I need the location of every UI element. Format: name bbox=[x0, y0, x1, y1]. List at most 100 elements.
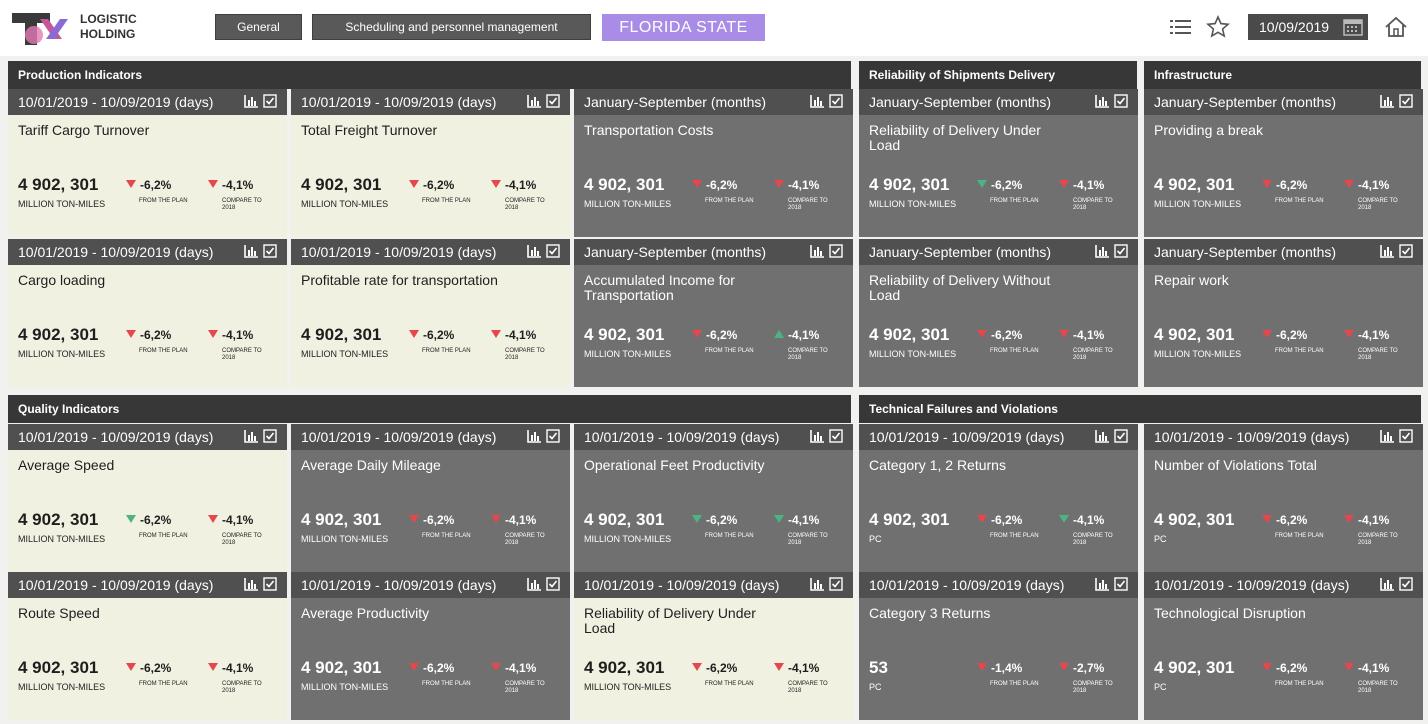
checkbox-icon[interactable] bbox=[1114, 94, 1128, 108]
from-plan-label: FROM THE PLAN bbox=[422, 348, 471, 354]
checkbox-icon[interactable] bbox=[546, 429, 560, 443]
trend-down-icon bbox=[126, 330, 136, 338]
kpi-card[interactable]: January-September (months) Reliability of… bbox=[859, 239, 1138, 387]
kpi-unit: MILLION TON-MILES bbox=[18, 199, 106, 209]
kpi-card[interactable]: January-September (months) Providing a br… bbox=[1144, 89, 1423, 237]
card-period: January-September (months) bbox=[869, 94, 1052, 110]
checkbox-icon[interactable] bbox=[1114, 244, 1128, 258]
home-icon[interactable] bbox=[1383, 14, 1409, 40]
checkbox-icon[interactable] bbox=[1399, 244, 1413, 258]
kpi-card[interactable]: 10/01/2019 - 10/09/2019 (days) Reliabilit… bbox=[574, 572, 853, 720]
trend-down-icon bbox=[692, 330, 702, 338]
checkbox-icon[interactable] bbox=[829, 429, 843, 443]
trend-down-icon bbox=[1059, 180, 1069, 188]
chart-icon[interactable] bbox=[1380, 577, 1395, 591]
plan-change: -6,2% bbox=[977, 513, 1022, 527]
card-period-header: January-September (months) bbox=[859, 239, 1138, 265]
checkbox-icon[interactable] bbox=[263, 429, 277, 443]
kpi-card[interactable]: January-September (months) Accumulated In… bbox=[574, 239, 853, 387]
plan-change: -6,2% bbox=[126, 513, 171, 527]
kpi-card[interactable]: 10/01/2019 - 10/09/2019 (days) Cargo load… bbox=[8, 239, 287, 387]
kpi-card[interactable]: 10/01/2019 - 10/09/2019 (days) Technologi… bbox=[1144, 572, 1423, 720]
chart-icon[interactable] bbox=[810, 244, 825, 258]
date-picker[interactable]: 10/09/2019 bbox=[1248, 14, 1368, 40]
tab-scheduling[interactable]: Scheduling and personnel management bbox=[312, 14, 591, 40]
trend-down-icon bbox=[126, 663, 136, 671]
chart-icon[interactable] bbox=[527, 429, 542, 443]
kpi-card[interactable]: 10/01/2019 - 10/09/2019 (days) Profitable… bbox=[291, 239, 570, 387]
checkbox-icon[interactable] bbox=[829, 94, 843, 108]
kpi-card[interactable]: 10/01/2019 - 10/09/2019 (days) Average Pr… bbox=[291, 572, 570, 720]
tab-general[interactable]: General bbox=[215, 14, 302, 40]
company-logo[interactable] bbox=[10, 9, 72, 47]
chart-icon[interactable] bbox=[244, 244, 259, 258]
card-period: 10/01/2019 - 10/09/2019 (days) bbox=[18, 429, 214, 445]
chart-icon[interactable] bbox=[1095, 94, 1110, 108]
kpi-card[interactable]: 10/01/2019 - 10/09/2019 (days) Route Spee… bbox=[8, 572, 287, 720]
kpi-card[interactable]: 10/01/2019 - 10/09/2019 (days) Average Da… bbox=[291, 424, 570, 572]
chart-icon[interactable] bbox=[810, 429, 825, 443]
star-icon[interactable] bbox=[1205, 14, 1231, 40]
checkbox-icon[interactable] bbox=[546, 577, 560, 591]
card-period-header: 10/01/2019 - 10/09/2019 (days) bbox=[574, 572, 853, 598]
trend-down-icon bbox=[1059, 515, 1069, 523]
kpi-card[interactable]: 10/01/2019 - 10/09/2019 (days) Average Sp… bbox=[8, 424, 287, 572]
checkbox-icon[interactable] bbox=[546, 244, 560, 258]
checkbox-icon[interactable] bbox=[546, 94, 560, 108]
from-plan-label: FROM THE PLAN bbox=[705, 533, 754, 539]
chart-icon[interactable] bbox=[1095, 577, 1110, 591]
kpi-card[interactable]: 10/01/2019 - 10/09/2019 (days) Tariff Car… bbox=[8, 89, 287, 237]
chart-icon[interactable] bbox=[244, 94, 259, 108]
chart-icon[interactable] bbox=[527, 94, 542, 108]
kpi-card[interactable]: 10/01/2019 - 10/09/2019 (days) Operationa… bbox=[574, 424, 853, 572]
chart-icon[interactable] bbox=[810, 94, 825, 108]
kpi-card[interactable]: January-September (months) Repair work 4 9… bbox=[1144, 239, 1423, 387]
chart-icon[interactable] bbox=[244, 577, 259, 591]
chart-icon[interactable] bbox=[1380, 244, 1395, 258]
kpi-title: Reliability of Delivery Under Load bbox=[584, 605, 756, 636]
state-selector[interactable]: FLORIDA STATE bbox=[602, 14, 765, 41]
kpi-card[interactable]: 10/01/2019 - 10/09/2019 (days) Total Frei… bbox=[291, 89, 570, 237]
kpi-card[interactable]: January-September (months) Reliability of… bbox=[859, 89, 1138, 237]
calendar-icon[interactable] bbox=[1343, 18, 1363, 36]
chart-icon[interactable] bbox=[1095, 244, 1110, 258]
checkbox-icon[interactable] bbox=[1399, 577, 1413, 591]
chart-icon[interactable] bbox=[527, 577, 542, 591]
checkbox-icon[interactable] bbox=[829, 244, 843, 258]
chart-icon[interactable] bbox=[810, 577, 825, 591]
checkbox-icon[interactable] bbox=[1114, 577, 1128, 591]
checkbox-icon[interactable] bbox=[829, 577, 843, 591]
compare-change-value: -4,1% bbox=[788, 178, 820, 192]
chart-icon[interactable] bbox=[244, 429, 259, 443]
list-icon[interactable] bbox=[1168, 14, 1194, 40]
top-bar: LOGISTIC HOLDING General Scheduling and … bbox=[0, 0, 1428, 56]
kpi-value: 4 902, 301 bbox=[1154, 510, 1235, 529]
checkbox-icon[interactable] bbox=[263, 577, 277, 591]
checkbox-icon[interactable] bbox=[263, 94, 277, 108]
kpi-card[interactable]: 10/01/2019 - 10/09/2019 (days) Category 3… bbox=[859, 572, 1138, 720]
chart-icon[interactable] bbox=[1095, 429, 1110, 443]
checkbox-icon[interactable] bbox=[1399, 429, 1413, 443]
compare-label: COMPARE TO 2018 bbox=[1073, 533, 1113, 546]
checkbox-icon[interactable] bbox=[1114, 429, 1128, 443]
chart-icon[interactable] bbox=[1380, 94, 1395, 108]
plan-change-value: -6,2% bbox=[423, 328, 455, 342]
plan-change-value: -6,2% bbox=[140, 513, 172, 527]
compare-label: COMPARE TO 2018 bbox=[1073, 348, 1113, 361]
checkbox-icon[interactable] bbox=[1399, 94, 1413, 108]
card-period-header: 10/01/2019 - 10/09/2019 (days) bbox=[291, 572, 570, 598]
trend-down-icon bbox=[491, 330, 501, 338]
checkbox-icon[interactable] bbox=[263, 244, 277, 258]
kpi-card[interactable]: 10/01/2019 - 10/09/2019 (days) Category 1… bbox=[859, 424, 1138, 572]
compare-change-value: -4,1% bbox=[505, 661, 537, 675]
card-period: 10/01/2019 - 10/09/2019 (days) bbox=[18, 577, 214, 593]
kpi-card[interactable]: 10/01/2019 - 10/09/2019 (days) Number of … bbox=[1144, 424, 1423, 572]
compare-change-value: -4,1% bbox=[1073, 513, 1105, 527]
compare-change: -4,1% bbox=[491, 328, 536, 342]
chart-icon[interactable] bbox=[527, 244, 542, 258]
chart-icon[interactable] bbox=[1380, 429, 1395, 443]
trend-down-icon bbox=[774, 663, 784, 671]
card-period: 10/01/2019 - 10/09/2019 (days) bbox=[301, 94, 497, 110]
kpi-card[interactable]: January-September (months) Transportation… bbox=[574, 89, 853, 237]
plan-change-value: -6,2% bbox=[706, 178, 738, 192]
